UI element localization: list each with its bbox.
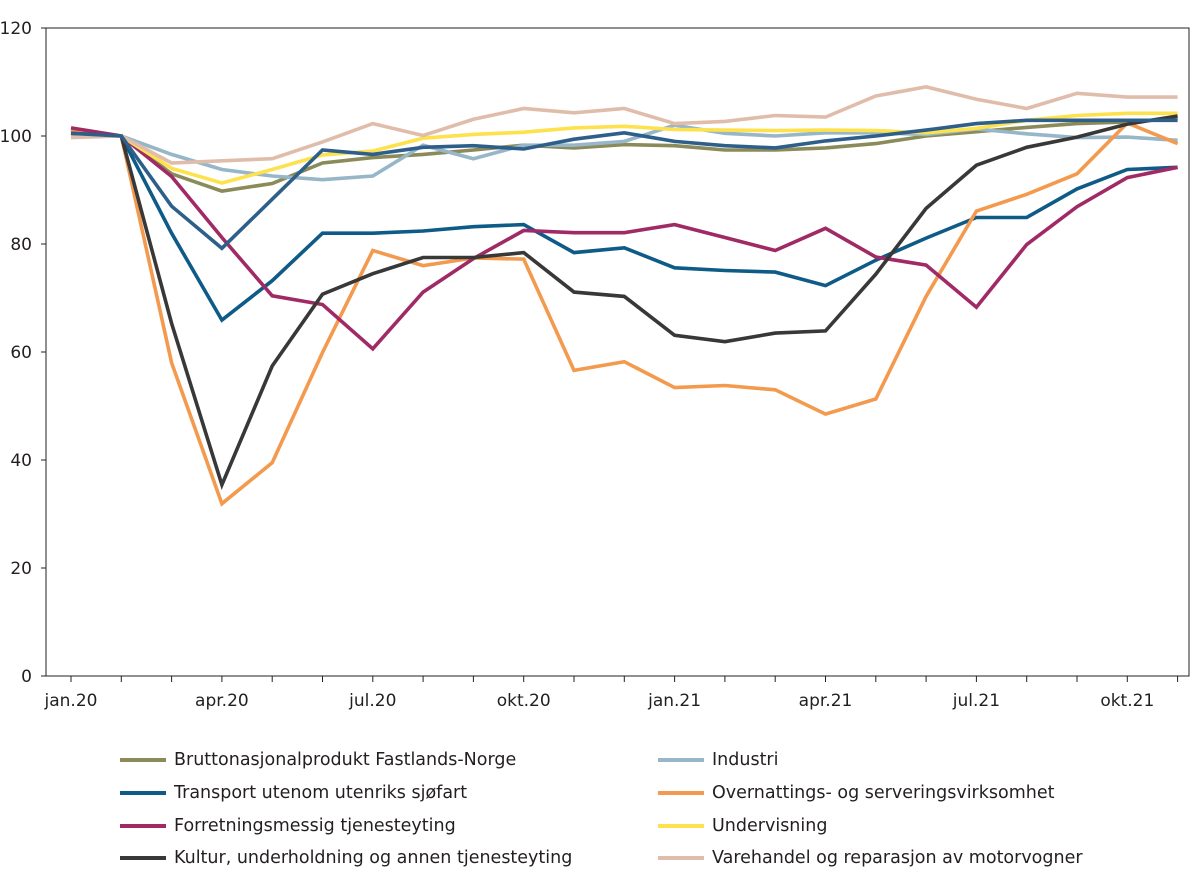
x-tick-label: jan.21 <box>647 691 701 711</box>
y-tick-label: 40 <box>10 451 32 471</box>
x-tick-label: apr.21 <box>799 691 853 711</box>
series-line-6 <box>70 114 1178 491</box>
x-tick-label: okt.21 <box>1100 691 1154 711</box>
series-line-4 <box>70 126 1178 352</box>
x-tick-label: jan.20 <box>44 691 98 711</box>
y-tick-label: 120 <box>0 19 32 39</box>
series-line-2 <box>70 128 1178 323</box>
series-line-3 <box>70 120 1179 507</box>
x-tick-label: apr.20 <box>195 691 249 711</box>
series-lines <box>70 85 1179 507</box>
series-line-5 <box>71 111 1178 185</box>
plot-frame <box>45 27 1190 677</box>
x-tick-label: jul.21 <box>952 691 1000 711</box>
x-axis: jan.20 apr.20 jul.20 okt.20 jan.21 apr.21 jul.… <box>44 676 1179 711</box>
y-tick-label: 80 <box>10 235 32 255</box>
y-tick-label: 0 <box>21 667 32 687</box>
y-axis: 0 20 40 60 80 100 120 <box>0 19 46 687</box>
x-tick-label: okt.20 <box>497 691 551 711</box>
y-tick-label: 60 <box>10 343 32 363</box>
y-tick-label: 100 <box>0 127 32 147</box>
x-tick-label: jul.20 <box>348 691 396 711</box>
series-line-8 <box>70 118 1178 251</box>
series-line-7 <box>70 85 1178 165</box>
y-tick-label: 20 <box>10 559 32 579</box>
